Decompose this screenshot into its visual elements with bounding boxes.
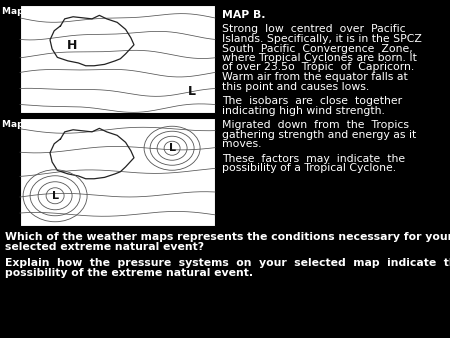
Text: Which of the weather maps represents the conditions necessary for your: Which of the weather maps represents the… <box>5 232 450 242</box>
Text: MAP B.: MAP B. <box>222 10 266 20</box>
Text: L: L <box>169 143 176 153</box>
Text: of over 23.5o  Tropic  of  Capricorn.: of over 23.5o Tropic of Capricorn. <box>222 63 414 72</box>
Text: L: L <box>188 85 196 98</box>
Text: moves.: moves. <box>222 139 261 149</box>
Text: possibility of a Tropical Cyclone.: possibility of a Tropical Cyclone. <box>222 163 396 173</box>
Text: gathering strength and energy as it: gathering strength and energy as it <box>222 129 416 140</box>
Text: These  factors  may  indicate  the: These factors may indicate the <box>222 153 405 164</box>
Text: Map A: Map A <box>2 7 34 16</box>
Text: The  isobars  are  close  together: The isobars are close together <box>222 96 402 106</box>
Text: indicating high wind strength.: indicating high wind strength. <box>222 105 385 116</box>
Text: possibility of the extreme natural event.: possibility of the extreme natural event… <box>5 268 253 278</box>
Text: Map B: Map B <box>2 120 33 129</box>
Text: Strong  low  centred  over  Pacific: Strong low centred over Pacific <box>222 24 405 34</box>
Text: Warm air from the equator falls at: Warm air from the equator falls at <box>222 72 408 82</box>
Text: South  Pacific  Convergence  Zone,: South Pacific Convergence Zone, <box>222 44 413 53</box>
Bar <box>20 5 215 113</box>
Text: H: H <box>67 39 77 52</box>
Bar <box>20 118 215 226</box>
Text: Islands. Specifically, it is in the SPCZ: Islands. Specifically, it is in the SPCZ <box>222 34 422 44</box>
Text: where Tropical Cyclones are born. It: where Tropical Cyclones are born. It <box>222 53 417 63</box>
Text: this point and causes lows.: this point and causes lows. <box>222 81 369 92</box>
Text: Migrated  down  from  the  Tropics: Migrated down from the Tropics <box>222 120 409 130</box>
Text: Explain  how  the  pressure  systems  on  your  selected  map  indicate  the: Explain how the pressure systems on your… <box>5 258 450 268</box>
Text: L: L <box>52 191 58 201</box>
Text: selected extreme natural event?: selected extreme natural event? <box>5 242 204 252</box>
